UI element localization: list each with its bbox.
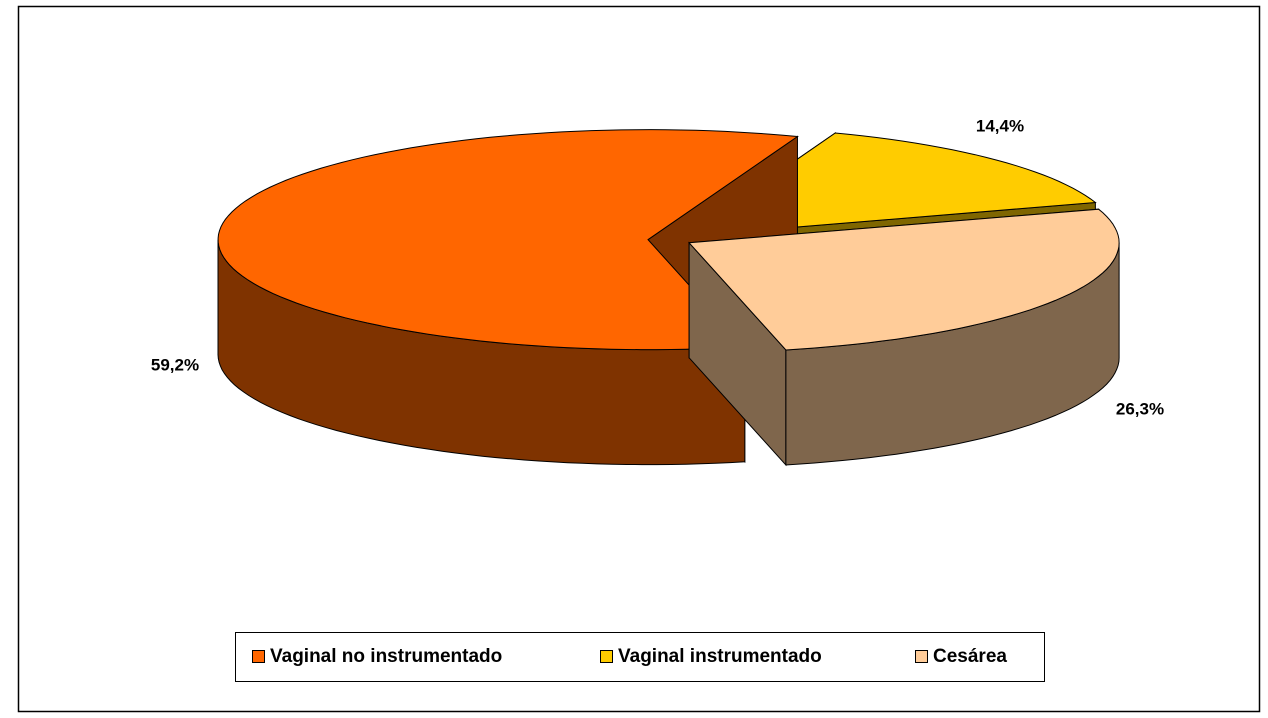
legend-swatch: [600, 650, 613, 663]
data-label: 14,4%: [976, 116, 1024, 135]
slice-top: [217, 129, 799, 351]
data-label: 59,2%: [151, 355, 199, 374]
legend-label: Cesárea: [933, 646, 1007, 667]
legend-swatch: [915, 650, 928, 663]
legend-swatch: [252, 650, 265, 663]
legend-box: [235, 632, 1045, 682]
data-label: 26,3%: [1116, 399, 1164, 418]
slice-top: [688, 208, 1120, 351]
legend-label: Vaginal instrumentado: [618, 646, 822, 667]
legend-label: Vaginal no instrumentado: [270, 646, 502, 667]
